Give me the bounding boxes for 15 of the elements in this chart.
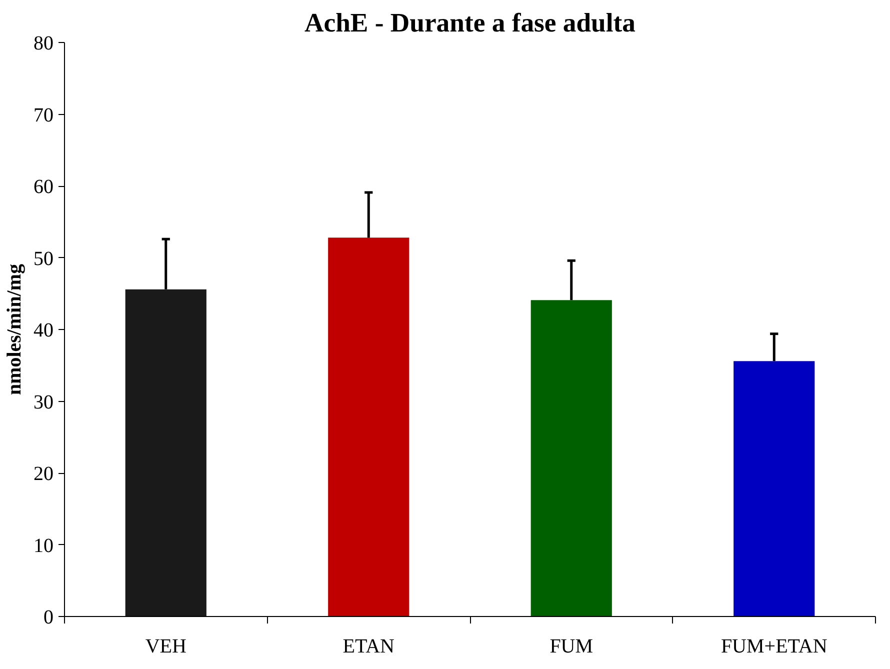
y-tick-label: 10 xyxy=(34,534,54,557)
y-tick-label: 80 xyxy=(34,32,54,54)
x-tick-label: VEH xyxy=(145,636,186,658)
y-tick-label: 40 xyxy=(34,320,54,342)
y-tick-label: 20 xyxy=(34,463,54,485)
chart-title: AchE - Durante a fase adulta xyxy=(304,8,636,38)
y-tick-label: 70 xyxy=(34,104,54,126)
y-tick-label: 60 xyxy=(34,176,54,198)
x-tick-label: ETAN xyxy=(342,636,394,658)
y-tick-label: 0 xyxy=(44,606,54,628)
y-tick-label: 30 xyxy=(34,391,54,414)
x-tick-label: FUM+ETAN xyxy=(720,636,828,658)
y-tick-label: 50 xyxy=(34,248,54,270)
x-tick-label: FUM xyxy=(550,636,594,658)
y-axis-title: nmoles/min/mg xyxy=(4,264,26,396)
